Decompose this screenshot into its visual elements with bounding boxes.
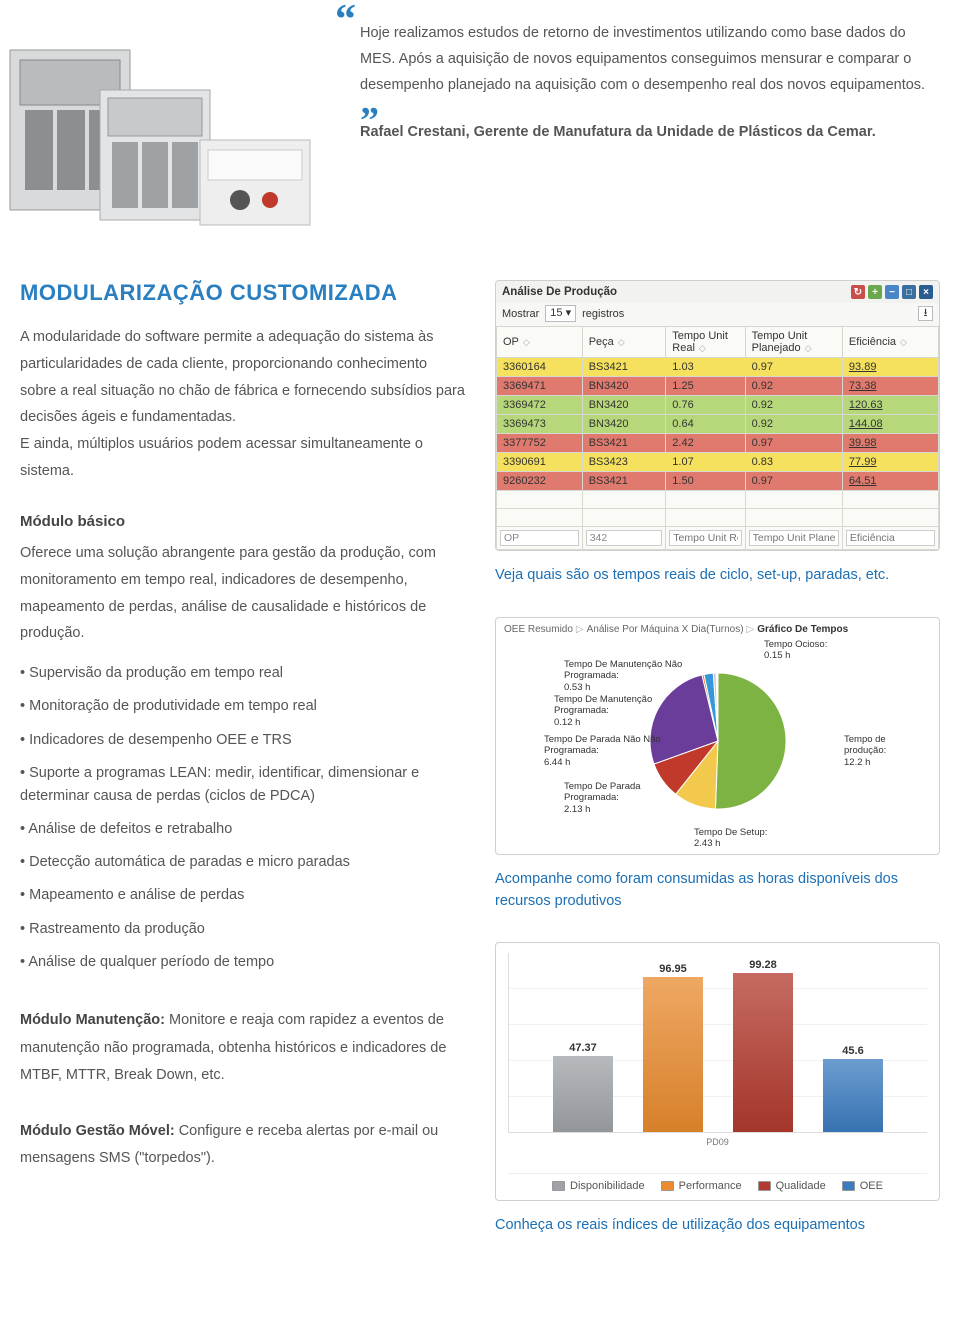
- feature-item: Rastreamento da produção: [20, 913, 465, 946]
- oee-bar-panel: 47.37 96.95 99.28 45.6 PD09 Disponibilidade…: [495, 942, 940, 1201]
- feature-item: Mapeamento e análise de perdas: [20, 879, 465, 912]
- quote-close-icon: ”: [360, 112, 379, 131]
- bar: 45.6: [818, 1045, 888, 1132]
- feature-item: Indicadores de desempenho OEE e TRS: [20, 724, 465, 757]
- legend-item: OEE: [842, 1180, 883, 1192]
- table-row[interactable]: 3369473BN34200.640.92144.08: [497, 415, 939, 434]
- show-label: Mostrar: [502, 308, 539, 320]
- panel-title: Análise De Produção: [502, 286, 617, 298]
- table-row[interactable]: 3390691BS34231.070.8377.99: [497, 453, 939, 472]
- feature-item: Análise de qualquer período de tempo: [20, 946, 465, 979]
- panel-action-icon[interactable]: □: [902, 285, 916, 299]
- basic-module-text: Oferece uma solução abrangente para gest…: [20, 540, 465, 647]
- panel-action-icon[interactable]: ×: [919, 285, 933, 299]
- column-filter-input[interactable]: [586, 530, 663, 546]
- legend-item: Disponibilidade: [552, 1180, 645, 1192]
- quote-open-icon: “: [335, 10, 356, 31]
- panel-action-icon[interactable]: ↻: [851, 285, 865, 299]
- feature-item: Supervisão da produção em tempo real: [20, 657, 465, 690]
- bar: 47.37: [548, 1042, 618, 1132]
- page-size-select[interactable]: 15 ▾: [545, 305, 576, 322]
- table-row[interactable]: 9260232BS34211.500.9764.51: [497, 472, 939, 491]
- production-table: OP◇Peça◇Tempo Unit Real◇Tempo Unit Plane…: [496, 326, 939, 550]
- intro-paragraph-2: E ainda, múltiplos usuários podem acessa…: [20, 431, 465, 485]
- download-icon[interactable]: ⭳: [918, 306, 933, 321]
- breadcrumb: OEE Resumido▷Análise Por Máquina X Dia(T…: [504, 624, 931, 635]
- testimonial-attribution: Rafael Crestani, Gerente de Manufatura d…: [360, 119, 930, 145]
- feature-list: Supervisão da produção em tempo realMoni…: [20, 657, 465, 979]
- legend-item: Performance: [661, 1180, 742, 1192]
- column-filter-input[interactable]: [846, 530, 935, 546]
- column-header[interactable]: Peça◇: [582, 327, 666, 358]
- table-caption: Veja quais são os tempos reais de ciclo,…: [495, 565, 940, 587]
- column-filter-input[interactable]: [749, 530, 839, 546]
- basic-module-heading: Módulo básico: [20, 513, 465, 530]
- pie-caption: Acompanhe como foram consumidas as horas…: [495, 869, 940, 913]
- panel-action-icon[interactable]: +: [868, 285, 882, 299]
- column-header[interactable]: OP◇: [497, 327, 583, 358]
- mobile-module-para: Módulo Gestão Móvel: Configure e receba …: [20, 1118, 465, 1173]
- table-row[interactable]: 3369472BN34200.760.92120.63: [497, 396, 939, 415]
- pie-slice-label: Tempo De Parada Programada:2.13 h: [564, 781, 674, 815]
- bar: 96.95: [638, 963, 708, 1132]
- intro-paragraph: A modularidade do software permite a ade…: [20, 324, 465, 431]
- pie-slice-label: Tempo De Parada Não Não Programada:6.44 …: [544, 734, 664, 768]
- time-breakdown-panel: OEE Resumido▷Análise Por Máquina X Dia(T…: [495, 617, 940, 855]
- column-header[interactable]: Eficiência◇: [842, 327, 938, 358]
- legend-item: Qualidade: [758, 1180, 826, 1192]
- bar-legend: Disponibilidade Performance Qualidade OEE: [508, 1173, 927, 1192]
- column-filter-input[interactable]: [500, 530, 579, 546]
- column-header[interactable]: Tempo Unit Planejado◇: [745, 327, 842, 358]
- records-label: registros: [582, 308, 624, 320]
- feature-item: Monitoração de produtividade em tempo re…: [20, 690, 465, 723]
- table-row[interactable]: 3377752BS34212.420.9739.98: [497, 434, 939, 453]
- pie-slice-label: Tempo Ocioso:0.15 h: [764, 639, 827, 662]
- maintenance-module-para: Módulo Manutenção: Monitore e reaja com …: [20, 1007, 465, 1090]
- pie-slice-label: Tempo De Manutenção Não Programada:0.53 …: [564, 659, 684, 693]
- feature-item: Detecção automática de paradas e micro p…: [20, 846, 465, 879]
- column-filter-input[interactable]: [669, 530, 741, 546]
- production-analysis-panel: Análise De Produção ↻+−□× Mostrar 15 ▾ r…: [495, 280, 940, 551]
- column-header[interactable]: Tempo Unit Real◇: [666, 327, 745, 358]
- testimonial-text: Hoje realizamos estudos de retorno de in…: [360, 25, 925, 93]
- product-image: [0, 10, 320, 230]
- panel-action-icon[interactable]: −: [885, 285, 899, 299]
- bar-caption: Conheça os reais índices de utilização d…: [495, 1215, 940, 1237]
- bar-xaxis-label: PD09: [508, 1137, 927, 1147]
- feature-item: Análise de defeitos e retrabalho: [20, 813, 465, 846]
- pie-slice-label: Tempo de produção:12.2 h: [844, 734, 924, 768]
- section-title: MODULARIZAÇÃO CUSTOMIZADA: [20, 280, 465, 306]
- bar: 99.28: [728, 959, 798, 1132]
- table-row[interactable]: 3360164BS34211.030.9793.89: [497, 358, 939, 377]
- table-row[interactable]: 3369471BN34201.250.9273.38: [497, 377, 939, 396]
- pie-slice-label: Tempo De Manutenção Programada:0.12 h: [554, 694, 674, 728]
- pie-slice-label: Tempo De Setup:2.43 h: [694, 827, 767, 850]
- feature-item: Suporte a programas LEAN: medir, identif…: [20, 757, 465, 813]
